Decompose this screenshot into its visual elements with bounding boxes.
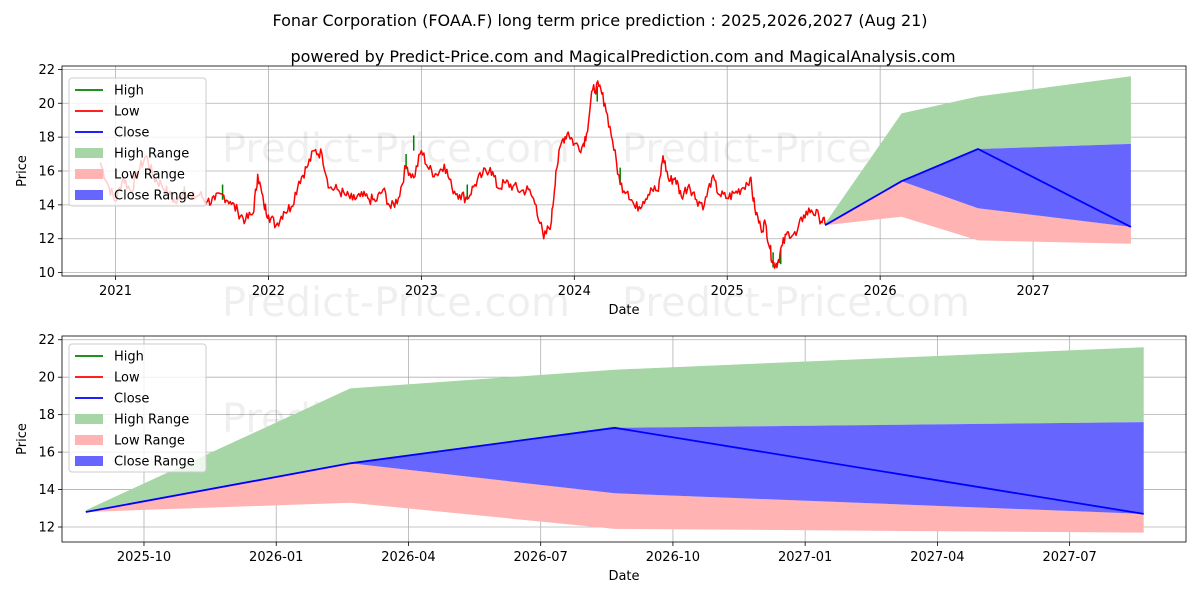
low-price-line <box>99 80 826 269</box>
y-tick-label: 18 <box>38 131 55 146</box>
close-forecast-line <box>824 148 1132 228</box>
y-tick-label: 12 <box>38 232 55 247</box>
x-tick-label: 2026-10 <box>646 550 700 565</box>
y-tick-label: 18 <box>38 408 55 423</box>
legend-low-range-label: Low Range <box>114 434 185 449</box>
x-tick-label: 2026-04 <box>381 550 435 565</box>
plot-area <box>85 347 1144 533</box>
legend-low-label: Low <box>114 105 140 120</box>
legend-high-range-label: High Range <box>114 147 189 162</box>
legend-high-label: High <box>114 350 144 365</box>
watermark-text: Predict-Price.com <box>622 280 970 326</box>
close-forecast-line <box>85 426 1144 515</box>
legend-close-range-label: Close Range <box>114 189 195 204</box>
legend-low-range-label: Low Range <box>114 168 185 183</box>
x-tick-label: 2027-07 <box>1042 550 1096 565</box>
legend-high-range-swatch <box>75 414 103 424</box>
x-tick-label: 2021 <box>99 284 132 299</box>
y-tick-label: 20 <box>38 97 55 112</box>
legend-close-label: Close <box>114 126 149 141</box>
y-axis-label: Price <box>15 155 30 187</box>
x-tick-label: 2027-04 <box>910 550 964 565</box>
legend-close-range-swatch <box>75 456 103 466</box>
legend-low-range-swatch <box>75 169 103 179</box>
y-tick-label: 10 <box>38 266 55 281</box>
x-tick-label: 2026-07 <box>514 550 568 565</box>
x-tick-label: 2025-10 <box>117 550 171 565</box>
x-tick-label: 2024 <box>558 284 591 299</box>
x-tick-label: 2026 <box>864 284 897 299</box>
low-range-area <box>825 181 1131 244</box>
axes-frame <box>61 335 1187 543</box>
y-tick-label: 22 <box>38 333 55 348</box>
y-tick-label: 14 <box>38 483 55 498</box>
high-range-area <box>85 347 1144 512</box>
legend-close-range-label: Close Range <box>114 455 195 470</box>
close-range-area <box>825 143 1131 227</box>
legend-box <box>68 343 207 473</box>
x-axis-label: Date <box>608 569 639 584</box>
high-range-area <box>825 76 1131 226</box>
legend-close-range-swatch <box>75 190 103 200</box>
x-tick-label: 2023 <box>405 284 438 299</box>
chart-title: Fonar Corporation (FOAA.F) long term pri… <box>272 11 927 30</box>
x-tick-label: 2025 <box>711 284 744 299</box>
watermark-text: Predict-Price.com <box>222 280 570 326</box>
x-tick-label: 2027 <box>1017 284 1050 299</box>
legend-high-label: High <box>114 84 144 99</box>
forecast-zoom-panel: Predict-Price.comPredict-Price.com2025-1… <box>15 333 1187 584</box>
x-tick-label: 2022 <box>252 284 285 299</box>
legend-high-range-swatch <box>75 148 103 158</box>
long-term-panel: Predict-Price.com Predict-Price.com Predic… <box>15 63 1187 326</box>
y-tick-label: 22 <box>38 63 55 78</box>
y-tick-label: 20 <box>38 371 55 386</box>
y-tick-label: 14 <box>38 198 55 213</box>
x-axis-label: Date <box>608 303 639 318</box>
x-tick-label: 2026-01 <box>249 550 303 565</box>
legend-low-range-swatch <box>75 435 103 445</box>
legend-close-label: Close <box>114 392 149 407</box>
plot-area <box>99 76 1132 269</box>
y-tick-label: 16 <box>38 446 55 461</box>
close-range-area <box>85 422 1144 514</box>
y-tick-label: 12 <box>38 521 55 536</box>
legend-box <box>68 77 207 207</box>
x-tick-label: 2027-01 <box>778 550 832 565</box>
legend-low-label: Low <box>114 371 140 386</box>
low-range-area <box>85 463 1144 533</box>
y-tick-label: 16 <box>38 165 55 180</box>
chart-subtitle: powered by Predict-Price.com and Magical… <box>290 47 955 66</box>
legend-high-range-label: High Range <box>114 413 189 428</box>
watermark-text: Predict-Price.com <box>222 126 570 172</box>
y-axis-label: Price <box>15 423 30 455</box>
